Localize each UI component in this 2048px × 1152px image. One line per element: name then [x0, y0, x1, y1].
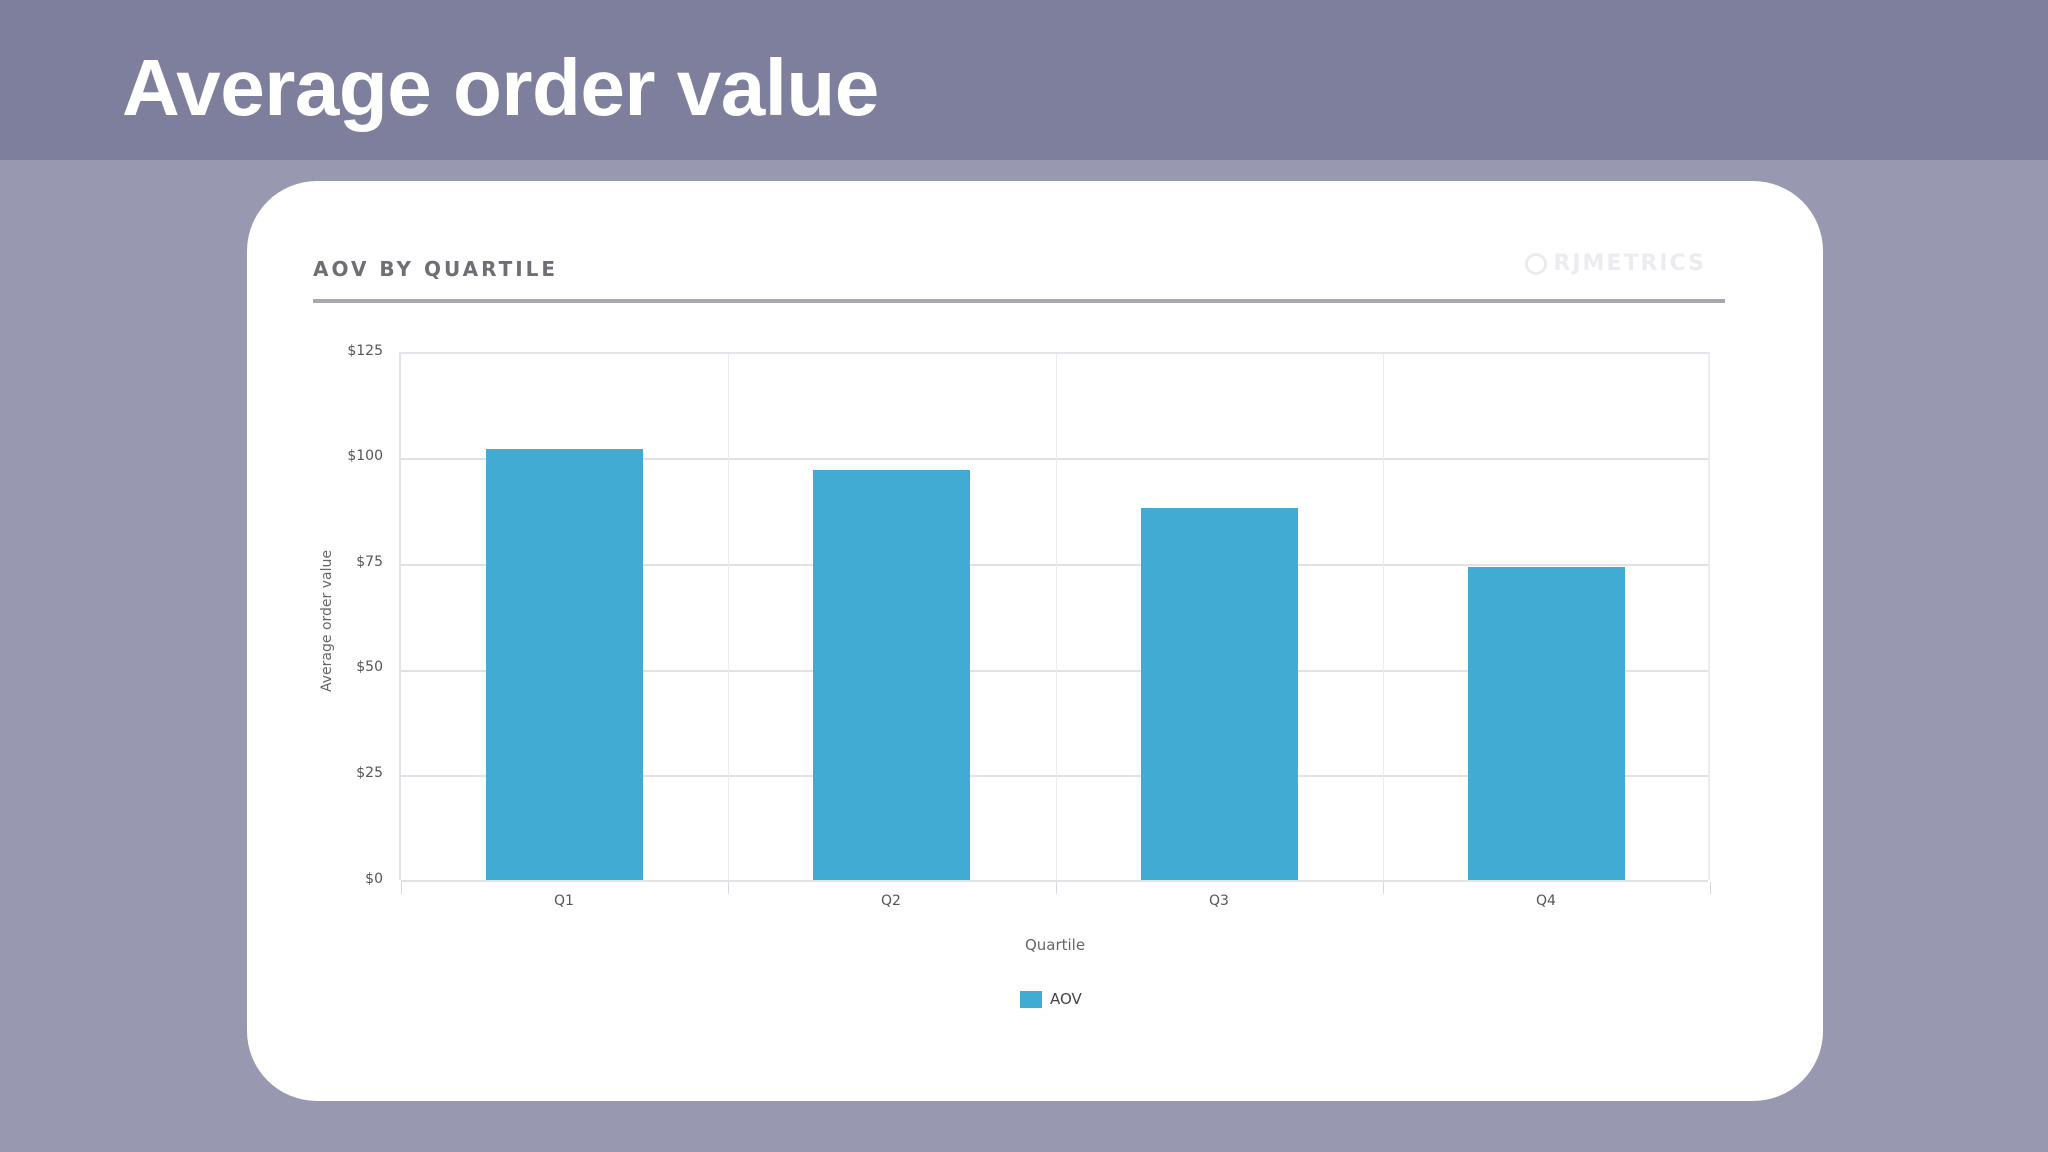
- gridline-50: [401, 670, 1708, 672]
- y-tick-label: $125: [347, 343, 383, 359]
- x-tick: [1383, 882, 1384, 894]
- x-tick: [1056, 882, 1057, 894]
- brand-logo: RJMETRICS: [1525, 251, 1706, 276]
- legend-label: AOV: [1050, 990, 1082, 1008]
- y-tick-label: $75: [356, 554, 383, 570]
- vertical-gridline: [728, 354, 729, 880]
- x-tick-label: Q4: [1536, 893, 1556, 909]
- gridline-75: [401, 564, 1708, 566]
- bar-q4[interactable]: [1468, 567, 1625, 880]
- y-tick-label: $25: [356, 765, 383, 781]
- vertical-gridline: [1056, 354, 1057, 880]
- legend[interactable]: AOV: [1020, 990, 1082, 1008]
- chart-title: AOV BY QUARTILE: [313, 257, 559, 281]
- y-axis-title: Average order value: [319, 550, 335, 692]
- slide-title: Average order value: [122, 43, 879, 132]
- x-tick: [728, 882, 729, 894]
- chart-card: AOV BY QUARTILE RJMETRICS Average order …: [247, 181, 1823, 1101]
- x-tick: [401, 882, 402, 894]
- x-tick-label: Q2: [881, 893, 901, 909]
- plot-area: [399, 352, 1711, 894]
- legend-swatch: [1020, 990, 1042, 1008]
- bar-q3[interactable]: [1141, 508, 1298, 880]
- x-tick-label: Q3: [1209, 893, 1229, 909]
- gridline-0: [401, 880, 1708, 882]
- y-tick-label: $100: [347, 448, 383, 464]
- bar-q2[interactable]: [813, 470, 970, 880]
- title-divider: [313, 299, 1725, 303]
- x-axis-title: Quartile: [1024, 936, 1086, 954]
- rjmetrics-logo-icon: [1525, 252, 1548, 275]
- vertical-gridline: [1383, 354, 1384, 880]
- gridline-25: [401, 775, 1708, 777]
- x-tick: [1710, 882, 1711, 894]
- brand-name: RJMETRICS: [1553, 251, 1706, 276]
- header-band: [0, 0, 2048, 160]
- y-tick-label: $50: [356, 659, 383, 675]
- y-tick-label: $0: [365, 871, 383, 887]
- gridline-100: [401, 458, 1708, 460]
- bar-q1[interactable]: [486, 449, 643, 880]
- x-tick-label: Q1: [554, 893, 574, 909]
